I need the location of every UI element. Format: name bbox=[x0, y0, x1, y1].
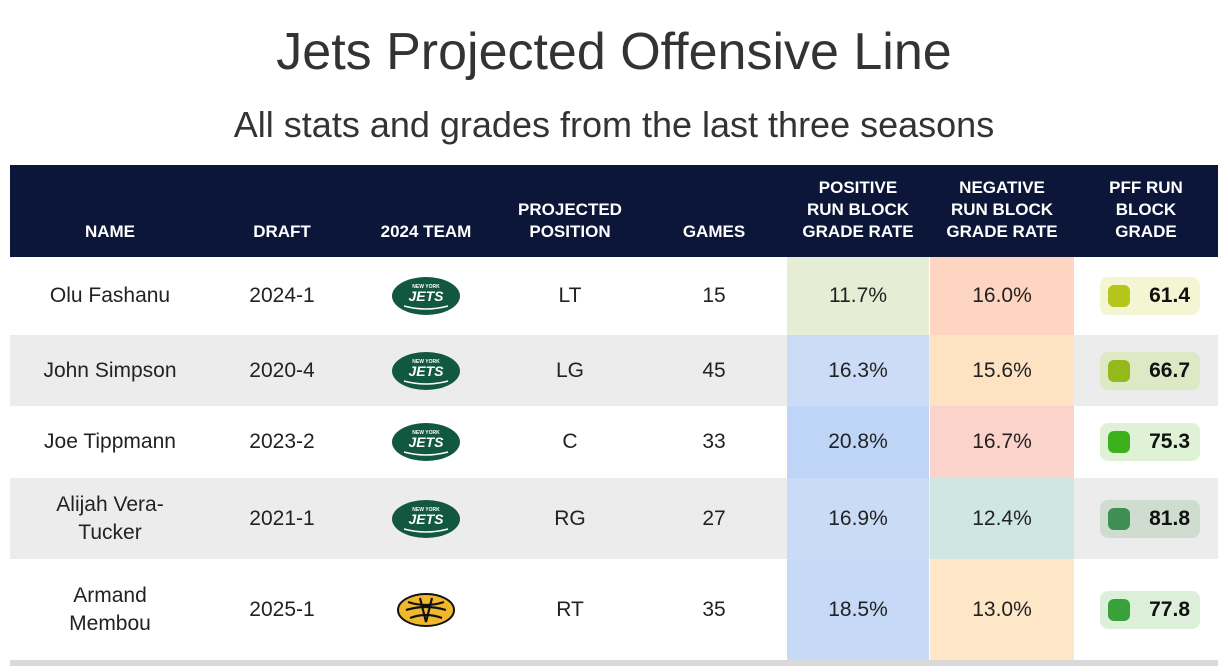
grade-swatch-icon bbox=[1108, 598, 1130, 621]
table-header: NAME DRAFT 2024 TEAM PROJECTED POSITION G… bbox=[10, 165, 1218, 257]
grade-badge: 66.7 bbox=[1100, 351, 1200, 390]
table-bottom-rule bbox=[10, 660, 1218, 666]
jets-logo-icon: NEW YORK JETS bbox=[356, 335, 496, 406]
grade-swatch-icon bbox=[1108, 359, 1130, 382]
header-position: PROJECTED POSITION bbox=[518, 200, 622, 241]
grade-swatch-icon bbox=[1108, 285, 1130, 307]
svg-text:NEW YORK: NEW YORK bbox=[412, 284, 440, 290]
table-row: Armand Membou 2025-1 RT 35 18.5% 13.0% 77.8 bbox=[10, 559, 1218, 660]
draft-value: 2021-1 bbox=[249, 506, 315, 530]
grade-swatch-icon bbox=[1108, 431, 1130, 453]
games-value: 15 bbox=[702, 284, 726, 307]
header-pff-grade: PFF RUN BLOCK GRADE bbox=[1109, 178, 1183, 241]
player-name: Alijah Vera- Tucker bbox=[10, 478, 210, 559]
table-row: Joe Tippmann 2023-2 NEW YORK JETS C 33 20.8% 16… bbox=[10, 406, 1218, 478]
svg-text:JETS: JETS bbox=[408, 511, 444, 527]
position-value: LG bbox=[555, 358, 584, 382]
grade-badge: 77.8 bbox=[1100, 590, 1200, 629]
header-positive-rate: POSITIVE RUN BLOCK GRADE RATE bbox=[802, 178, 914, 241]
player-name-line: John Simpson bbox=[43, 358, 177, 382]
grade-swatch-icon bbox=[1108, 507, 1130, 530]
player-name: Armand Membou bbox=[10, 559, 210, 660]
games-value: 45 bbox=[702, 358, 726, 382]
table-row: Alijah Vera- Tucker 2021-1 NEW YORK JETS RG 27… bbox=[10, 478, 1218, 559]
svg-text:JETS: JETS bbox=[408, 288, 444, 304]
draft-value: 2025-1 bbox=[249, 597, 315, 621]
svg-text:NEW YORK: NEW YORK bbox=[412, 359, 440, 365]
svg-text:JETS: JETS bbox=[408, 434, 444, 450]
negative-rate-cell: 16.0% bbox=[930, 257, 1074, 335]
table-row: John Simpson 2020-4 NEW YORK JETS LG 45 16.3% 1… bbox=[10, 335, 1218, 406]
header-team: 2024 TEAM bbox=[380, 222, 472, 241]
player-name-line: Armand bbox=[73, 583, 147, 607]
position-value: RG bbox=[554, 506, 586, 530]
positive-rate-cell: 16.9% bbox=[787, 478, 929, 559]
player-name-line: Joe Tippmann bbox=[44, 430, 176, 453]
negative-rate-cell: 13.0% bbox=[930, 559, 1074, 660]
player-name-line: Alijah Vera- bbox=[56, 492, 164, 516]
svg-text:NEW YORK: NEW YORK bbox=[412, 507, 440, 513]
jets-logo-icon: NEW YORK JETS bbox=[356, 406, 496, 478]
negative-rate-cell: 12.4% bbox=[930, 478, 1074, 559]
oline-table: NAME DRAFT 2024 TEAM PROJECTED POSITION G… bbox=[10, 165, 1218, 660]
positive-rate-cell: 20.8% bbox=[787, 406, 929, 478]
position-value: RT bbox=[556, 597, 584, 621]
positive-rate-cell: 18.5% bbox=[787, 559, 929, 660]
mizzou-logo-icon bbox=[356, 559, 496, 660]
grade-badge: 81.8 bbox=[1100, 499, 1200, 538]
grade-value: 77.8 bbox=[1149, 597, 1190, 621]
position-value: LT bbox=[558, 284, 582, 307]
negative-rate-cell: 16.7% bbox=[930, 406, 1074, 478]
pff-grade-cell: 81.8 bbox=[1082, 478, 1218, 559]
pff-grade-cell: 77.8 bbox=[1082, 559, 1218, 660]
pff-grade-cell: 61.4 bbox=[1082, 257, 1218, 335]
jets-logo-icon: NEW YORK JETS bbox=[356, 257, 496, 335]
games-value: 33 bbox=[702, 430, 726, 453]
chart-title: Jets Projected Offensive Line bbox=[276, 23, 952, 81]
draft-value: 2024-1 bbox=[249, 284, 315, 307]
pff-grade-cell: 75.3 bbox=[1082, 406, 1218, 478]
player-name-line: Tucker bbox=[78, 520, 142, 544]
player-name-line: Membou bbox=[69, 611, 151, 635]
svg-text:NEW YORK: NEW YORK bbox=[412, 430, 440, 436]
table-row: Olu Fashanu 2024-1 NEW YORK JETS LT 15 11.7% 16… bbox=[10, 257, 1218, 335]
header-negative-rate: NEGATIVE RUN BLOCK GRADE RATE bbox=[946, 178, 1058, 241]
games-value: 27 bbox=[702, 506, 726, 530]
chart-subtitle: All stats and grades from the last three… bbox=[233, 104, 995, 145]
grade-value: 66.7 bbox=[1149, 358, 1190, 382]
games-value: 35 bbox=[702, 597, 726, 621]
player-name: Joe Tippmann bbox=[10, 406, 210, 478]
grade-badge: 75.3 bbox=[1100, 423, 1200, 461]
header-name: NAME bbox=[84, 222, 136, 241]
grade-value: 75.3 bbox=[1149, 430, 1190, 453]
svg-text:JETS: JETS bbox=[408, 363, 444, 379]
player-name: John Simpson bbox=[10, 335, 210, 406]
header-draft: DRAFT bbox=[253, 222, 311, 241]
grade-value: 61.4 bbox=[1149, 284, 1190, 307]
position-value: C bbox=[562, 430, 578, 453]
negative-rate-cell: 15.6% bbox=[930, 335, 1074, 406]
positive-rate-cell: 11.7% bbox=[787, 257, 929, 335]
draft-value: 2023-2 bbox=[249, 430, 315, 453]
draft-value: 2020-4 bbox=[249, 358, 315, 382]
pff-grade-cell: 66.7 bbox=[1082, 335, 1218, 406]
jets-logo-icon: NEW YORK JETS bbox=[356, 478, 496, 559]
grade-value: 81.8 bbox=[1149, 506, 1190, 530]
grade-badge: 61.4 bbox=[1100, 277, 1200, 315]
player-name-line: Olu Fashanu bbox=[49, 284, 171, 307]
player-name: Olu Fashanu bbox=[10, 257, 210, 335]
positive-rate-cell: 16.3% bbox=[787, 335, 929, 406]
header-games: GAMES bbox=[682, 222, 746, 241]
